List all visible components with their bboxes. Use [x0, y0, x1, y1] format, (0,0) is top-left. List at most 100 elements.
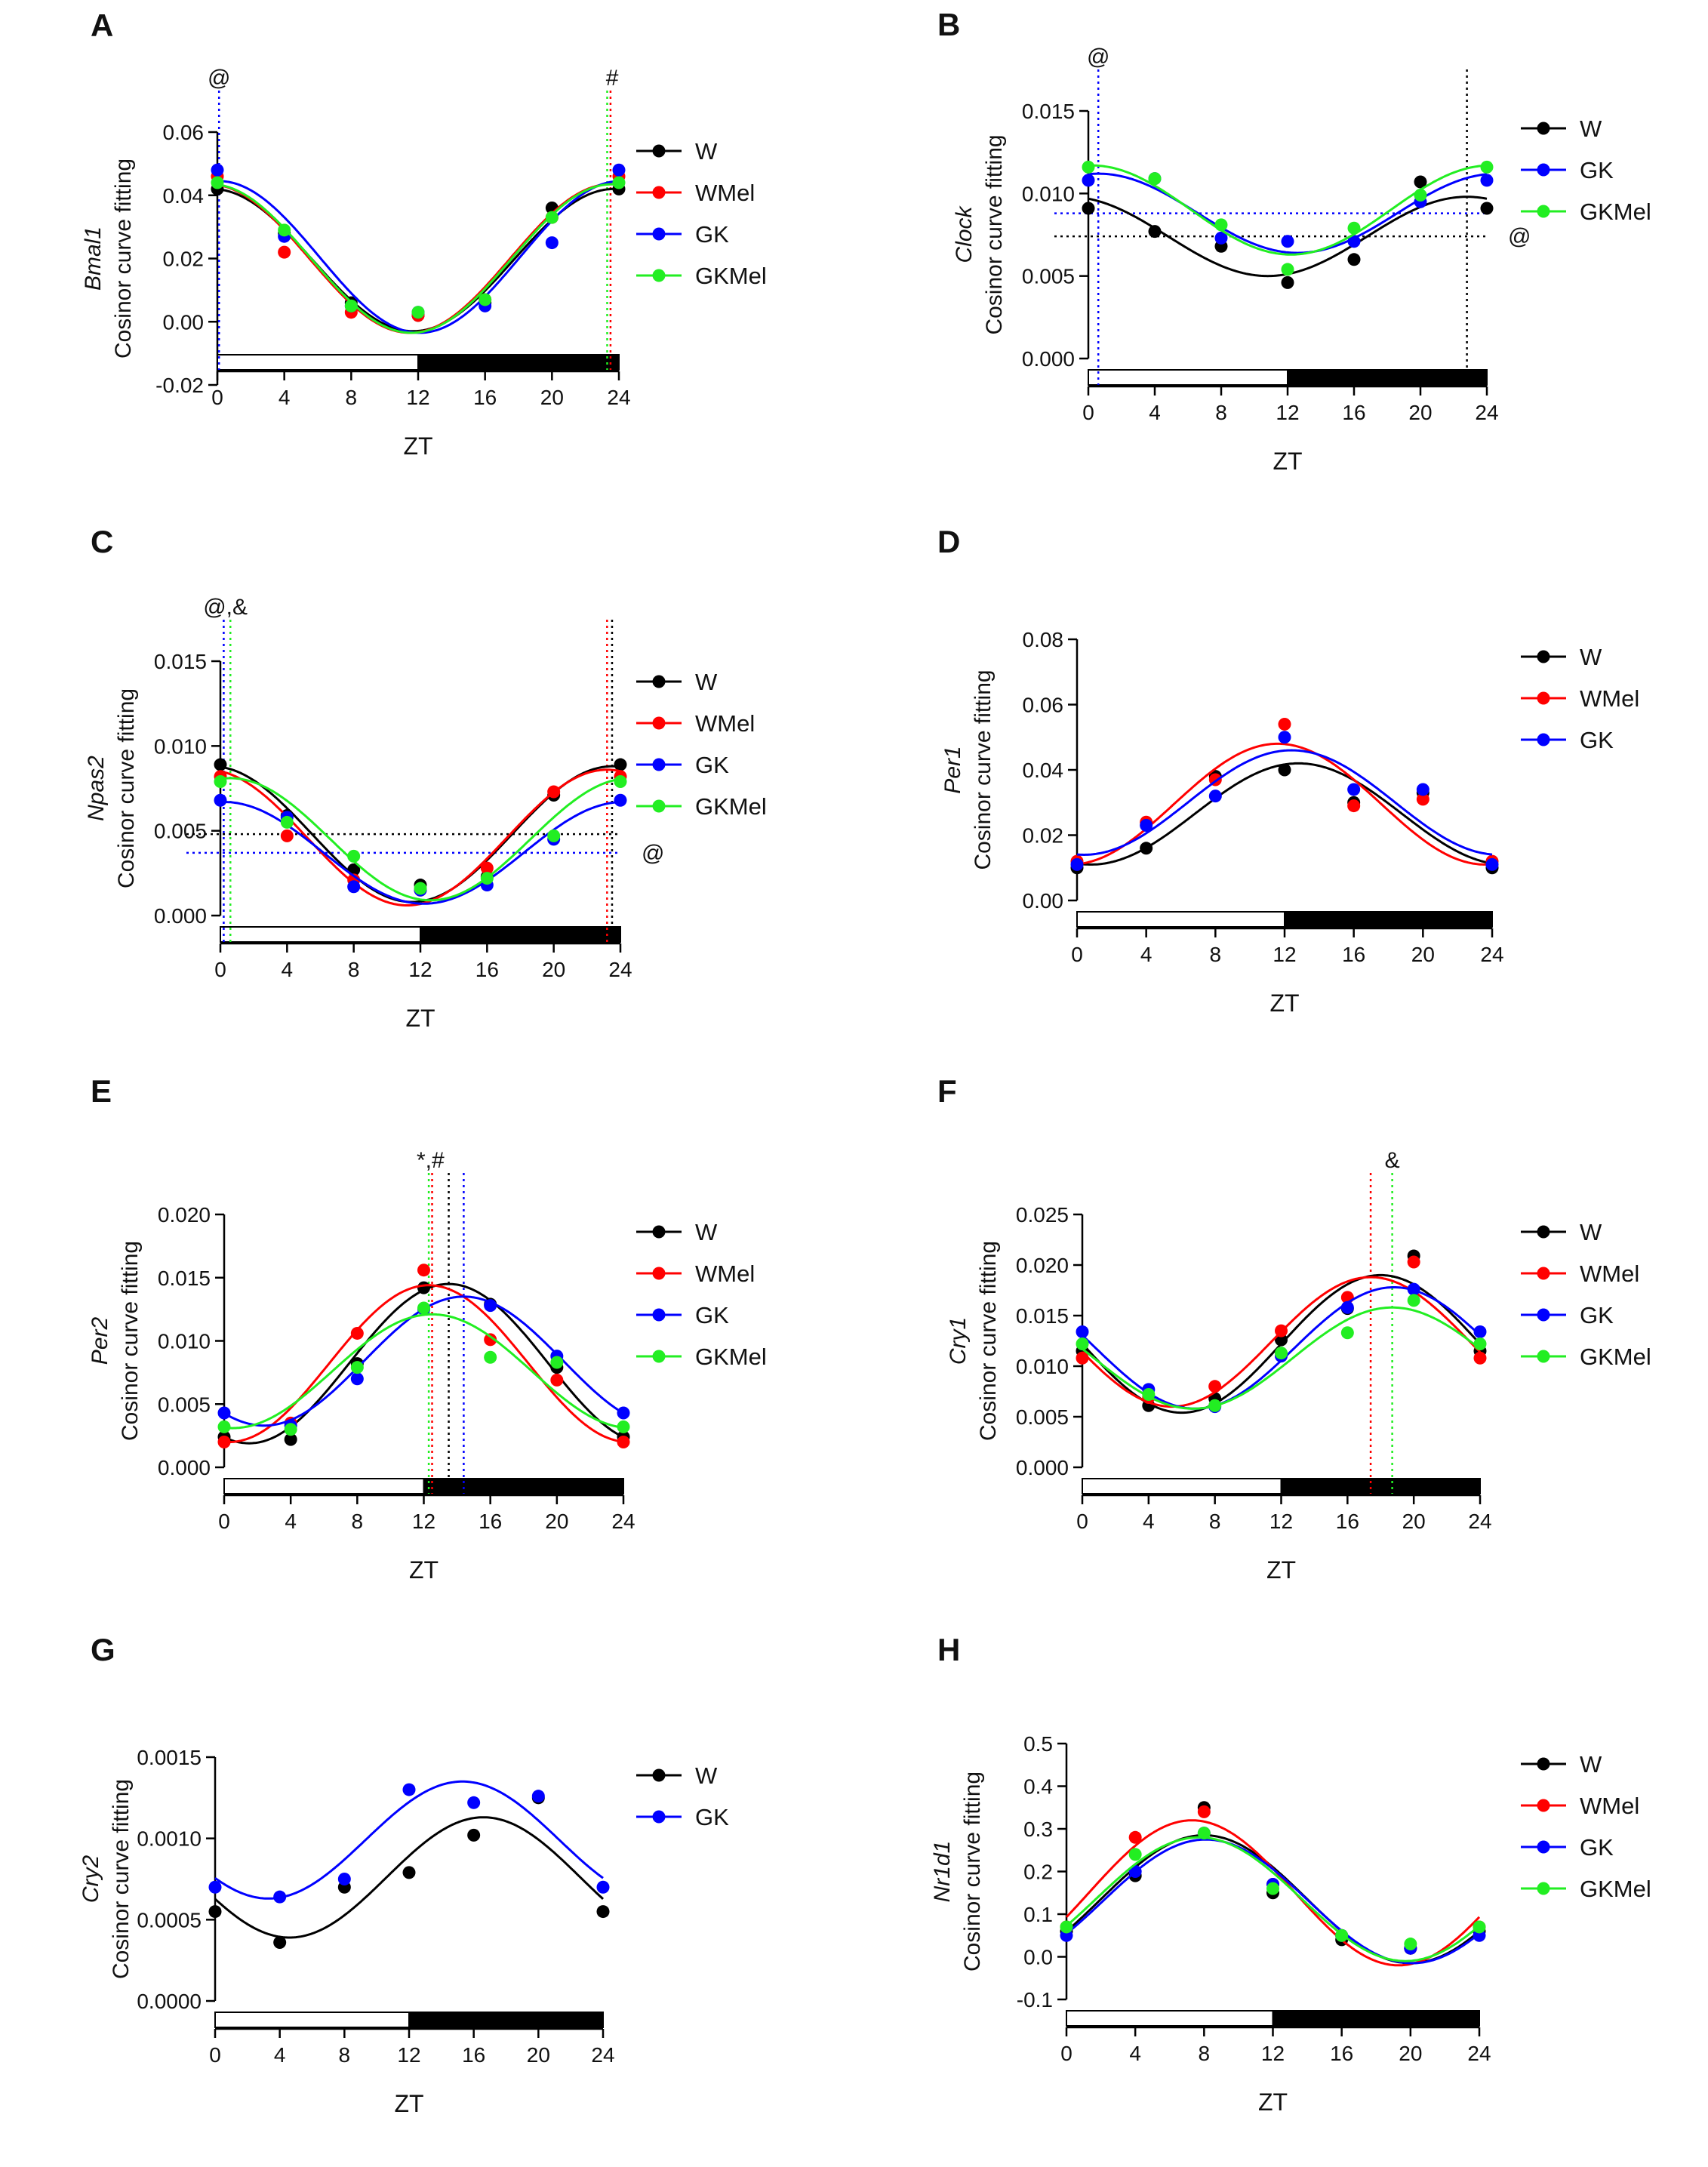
point-gkmel: [411, 306, 425, 319]
y-tick-label: 0.3: [1023, 1818, 1053, 1841]
panel-letter: A: [91, 8, 113, 43]
point-gk: [337, 1873, 351, 1885]
point-w: [1281, 275, 1294, 289]
y-axis-label: Cosinor curve fitting: [111, 159, 136, 359]
y-axis-gene-name: Npas2: [84, 756, 109, 821]
point-gkmel: [1347, 221, 1361, 235]
y-axis-gene-name: Per1: [940, 746, 965, 793]
y-tick-label: 0.005: [1016, 1405, 1069, 1429]
x-axis-title: ZT: [1269, 990, 1299, 1017]
legend-label: W: [695, 1219, 718, 1245]
point-gkmel: [480, 872, 494, 885]
y-axis-title: Cry2 Cosinor curve fitting: [78, 1779, 134, 1979]
x-tick-label: 16: [1336, 1510, 1359, 1533]
x-tick-label: 8: [1215, 401, 1227, 424]
x-tick-label: 16: [1330, 2042, 1353, 2065]
legend-label: GKMel: [695, 1344, 767, 1370]
y-axis-title: Nr1d1 Cosinor curve fitting: [930, 1771, 985, 1972]
point-gkmel: [280, 815, 294, 829]
point-gkmel: [1197, 1827, 1211, 1840]
point-gkmel: [284, 1423, 297, 1436]
y-axis-label: Cosinor curve fitting: [971, 669, 996, 870]
x-tick-label: 12: [412, 1510, 435, 1533]
x-tick-label: 4: [285, 1510, 297, 1533]
y-tick-label: 0.0000: [137, 1990, 202, 2013]
x-axis-title: ZT: [403, 432, 432, 460]
x-axis-title: ZT: [394, 2090, 423, 2117]
point-gkmel: [1076, 1337, 1089, 1351]
panel-e: E 0.000 0.005 0.010 0.015 0.020 Per2 Cosinor cu…: [88, 1073, 767, 1584]
legend-marker: [1537, 1757, 1550, 1771]
legend-marker: [1537, 650, 1550, 663]
y-axis-title: Clock Cosinor curve fitting: [952, 134, 1007, 334]
point-gk: [531, 1790, 545, 1803]
point-gkmel: [1128, 1848, 1142, 1861]
point-wmel: [1347, 799, 1361, 813]
dark-phase-bar: [423, 1478, 624, 1494]
point-gkmel: [1335, 1928, 1349, 1942]
point-w: [1278, 763, 1291, 777]
x-tick-label: 24: [607, 386, 630, 409]
curve-gkmel: [220, 777, 621, 902]
light-phase-bar: [1088, 369, 1288, 386]
y-tick-label: 0.000: [154, 904, 207, 928]
legend-marker: [1537, 1308, 1550, 1322]
x-tick-label: 24: [611, 1510, 635, 1533]
y-tick-label: 0.1: [1023, 1903, 1053, 1926]
x-tick-label: 0: [1076, 1510, 1088, 1533]
legend-marker: [1537, 1882, 1550, 1895]
legend-label: W: [1580, 1751, 1602, 1778]
x-tick-label: 16: [473, 386, 497, 409]
point-gk: [1076, 1325, 1089, 1338]
point-gkmel: [350, 1361, 364, 1374]
point-gkmel: [414, 882, 427, 895]
x-tick-label: 20: [1402, 1510, 1426, 1533]
dark-phase-bar: [1284, 911, 1493, 928]
point-gk: [1070, 857, 1084, 871]
point-gk: [1278, 731, 1291, 744]
panel-h: H -0.1 0.0 0.1 0.2 0.3 0.4 0.5 Nr1d1 Cosinor curv…: [930, 1632, 1651, 2116]
y-tick-label: 0.000: [158, 1456, 211, 1479]
x-tick-label: 20: [1399, 2042, 1422, 2065]
point-gkmel: [614, 775, 627, 789]
y-tick-label: 0.010: [1022, 182, 1075, 205]
legend-marker: [1537, 1799, 1550, 1812]
x-tick-label: 0: [1071, 943, 1083, 966]
y-tick-label: 0.000: [1022, 347, 1075, 371]
legend-label: W: [1580, 1219, 1602, 1245]
point-gkmel: [617, 1420, 630, 1433]
point-gk: [214, 793, 227, 807]
panel-f: F 0.000 0.005 0.010 0.015 0.020 0.025 Cry1 Cosin…: [937, 1073, 1651, 1584]
y-tick-label: 0.005: [154, 820, 207, 843]
point-wmel: [550, 1373, 564, 1387]
y-tick-label: 0.020: [1016, 1254, 1069, 1277]
point-gk: [1214, 231, 1228, 245]
x-tick-label: 4: [1143, 1510, 1155, 1533]
point-gkmel: [1142, 1388, 1156, 1402]
legend-marker: [652, 144, 666, 158]
legend-label: GK: [1580, 1302, 1614, 1328]
point-gkmel: [211, 176, 224, 189]
point-gkmel: [217, 1420, 231, 1433]
point-gk: [1140, 819, 1153, 833]
legend-marker: [1537, 122, 1550, 135]
point-wmel: [417, 1264, 430, 1277]
panel-letter: C: [91, 524, 113, 559]
y-tick-label: 0.005: [158, 1393, 211, 1416]
x-tick-label: 4: [279, 386, 291, 409]
y-tick-label: -0.1: [1017, 1988, 1053, 2012]
y-tick-label: 0.02: [163, 248, 205, 271]
x-tick-label: 20: [540, 386, 564, 409]
y-tick-label: 0.015: [1022, 100, 1075, 123]
y-tick-label: 0.015: [158, 1267, 211, 1290]
y-axis-title: Per1 Cosinor curve fitting: [940, 669, 996, 870]
x-tick-label: 12: [406, 386, 429, 409]
legend-label: GK: [695, 1804, 729, 1830]
point-w: [1140, 842, 1153, 855]
point-gk: [612, 163, 626, 177]
significance-annotation: @: [1087, 45, 1109, 69]
point-gk: [484, 1299, 497, 1313]
legend-label: GKMel: [695, 263, 767, 289]
legend-marker: [1537, 1267, 1550, 1280]
point-wmel: [217, 1436, 231, 1448]
